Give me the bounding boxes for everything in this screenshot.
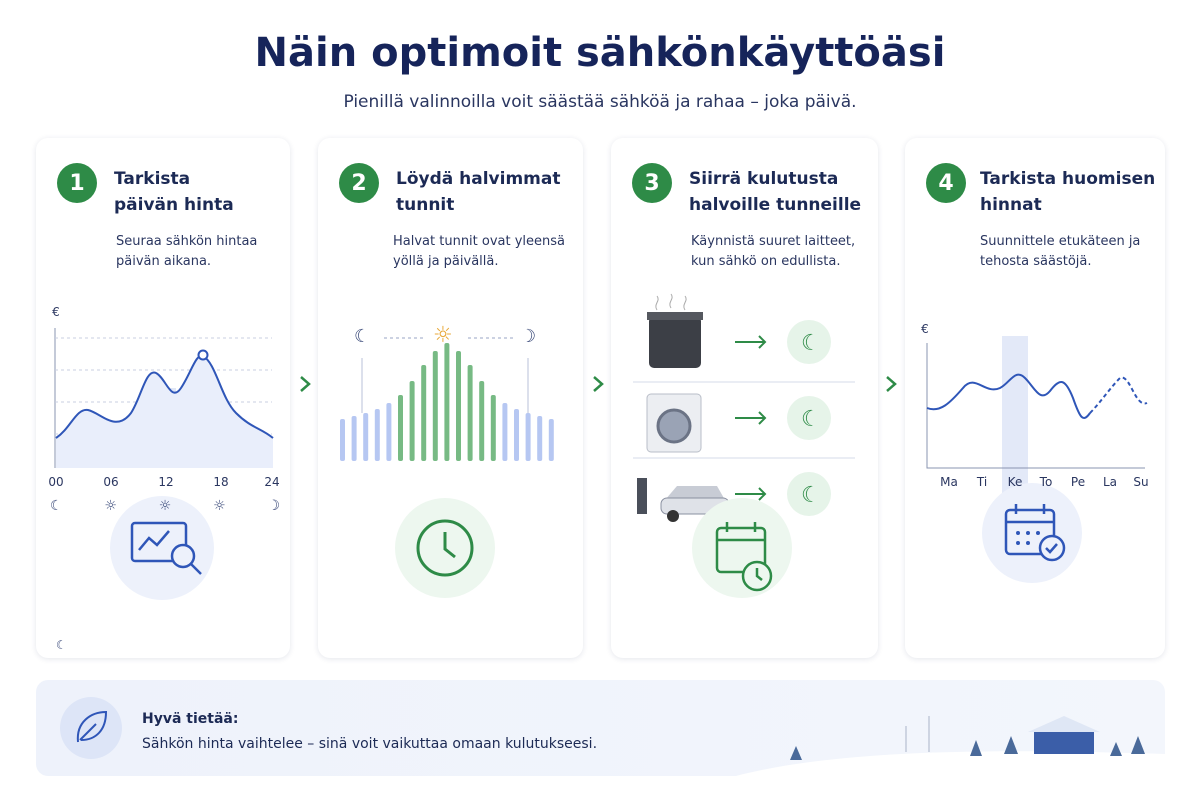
illustration: ☾ bbox=[54, 328, 274, 652]
title-line: Löydä halvimmat bbox=[396, 169, 561, 189]
step-card: 1 Tarkista päivän hinta Seuraa sähkön hin… bbox=[36, 138, 290, 658]
decor-bar bbox=[409, 381, 415, 461]
axis-label: € bbox=[921, 322, 929, 336]
step-description: Halvat tunnit ovat yleensä yöllä ja päivä… bbox=[393, 232, 565, 272]
decor-bar bbox=[340, 419, 345, 461]
svg-text:☾: ☾ bbox=[801, 407, 821, 432]
title-line: Tarkista bbox=[114, 169, 191, 189]
step-description: Suunnittele etukäteen ja tehosta säästöjä… bbox=[980, 232, 1140, 272]
x-tick-label: 00 bbox=[48, 475, 64, 489]
decor-bar bbox=[490, 395, 496, 461]
info-text: Sähkön hinta vaihtelee – sinä voit vaiku… bbox=[142, 736, 598, 752]
step-description: Käynnistä suuret laitteet, kun sähkö on e… bbox=[691, 232, 855, 272]
x-tick-label: Ma bbox=[940, 475, 958, 489]
svg-text:☾: ☾ bbox=[56, 638, 67, 652]
desc-line: yöllä ja päivällä. bbox=[393, 254, 499, 269]
decor-bar bbox=[444, 343, 450, 461]
decor-bar bbox=[421, 365, 427, 461]
step-card: 2 Löydä halvimmat tunnit Halvat tunnit ov… bbox=[318, 138, 583, 658]
svg-text:☾: ☾ bbox=[801, 331, 821, 356]
step-card: 3 Siirrä kulutusta halvoille tunneille Kä… bbox=[611, 138, 878, 658]
decor-bar bbox=[363, 413, 369, 461]
x-tick-label: Ti bbox=[976, 475, 988, 489]
svg-text:☽: ☽ bbox=[520, 326, 536, 347]
x-tick-label: La bbox=[1102, 475, 1118, 489]
desc-line: Seuraa sähkön hintaa bbox=[116, 234, 258, 249]
title-line: tunnit bbox=[396, 195, 455, 215]
svg-text:☾: ☾ bbox=[354, 326, 370, 347]
info-box: Hyvä tietää: Sähkön hinta vaihtelee – si… bbox=[36, 680, 1165, 776]
decor-bar bbox=[537, 416, 543, 461]
title-line: päivän hinta bbox=[114, 195, 234, 215]
decor-bar bbox=[374, 409, 380, 461]
decor-bar bbox=[514, 409, 519, 461]
step-number: 4 bbox=[926, 163, 966, 203]
time-icons: ☾ ☼ ☼ ☼ ☽ bbox=[50, 498, 280, 514]
desc-line: tehosta säästöjä. bbox=[980, 254, 1092, 269]
x-tick-label: Pe bbox=[1070, 475, 1086, 489]
step-description: Seuraa sähkön hintaa päivän aikana. bbox=[116, 232, 257, 272]
x-tick-label: To bbox=[1039, 475, 1053, 489]
step-number: 2 bbox=[339, 163, 379, 203]
x-tick-label: 06 bbox=[103, 475, 119, 489]
desc-line: Halvat tunnit ovat yleensä bbox=[393, 234, 566, 249]
title: Näin optimoit sähkönkäyttöäsi bbox=[254, 30, 946, 76]
x-tick-label: Su bbox=[1133, 475, 1149, 489]
x-tick-label: 24 bbox=[264, 475, 280, 489]
info-decor bbox=[60, 697, 1165, 776]
step-title: Siirrä kulutusta halvoille tunneille bbox=[689, 166, 861, 218]
step-title: Tarkista päivän hinta bbox=[114, 166, 234, 218]
decor-bar bbox=[467, 365, 473, 461]
illustration bbox=[926, 336, 1148, 583]
x-tick-label: 12 bbox=[158, 475, 174, 489]
step-title: Tarkista huomisen hinnat bbox=[980, 166, 1155, 218]
step-number: 1 bbox=[57, 163, 97, 203]
desc-line: Suunnittele etukäteen ja bbox=[980, 234, 1141, 249]
decor-bar bbox=[456, 351, 461, 461]
x-tick-label: Ke bbox=[1007, 475, 1023, 489]
desc-line: päivän aikana. bbox=[116, 254, 212, 269]
step-card: 4 Tarkista huomisen hinnat Suunnittele et… bbox=[905, 138, 1165, 658]
svg-text:☼: ☼ bbox=[433, 323, 453, 348]
title-line: Siirrä kulutusta bbox=[689, 169, 839, 189]
axis-label: € bbox=[52, 305, 60, 319]
subtitle: Pienillä valinnoilla voit säästää sähköä… bbox=[343, 92, 857, 112]
desc-line: kun sähkö on edullista. bbox=[691, 254, 841, 269]
step-title: Löydä halvimmat tunnit bbox=[396, 166, 561, 218]
title-line: hinnat bbox=[980, 195, 1042, 215]
title-line: Tarkista huomisen bbox=[980, 169, 1156, 189]
info-title: Hyvä tietää: bbox=[142, 711, 239, 727]
decor-bar bbox=[432, 351, 438, 461]
decor-bar bbox=[351, 416, 357, 461]
decor-bar bbox=[502, 403, 508, 461]
title-line: halvoille tunneille bbox=[689, 195, 862, 215]
illustration: ☾ ☽ ☼ bbox=[340, 323, 554, 598]
decor-bar bbox=[548, 419, 554, 461]
desc-line: Käynnistä suuret laitteet, bbox=[691, 234, 856, 249]
illustration: ☾ ☾ ☾ bbox=[633, 293, 855, 598]
decor-bar bbox=[398, 395, 403, 461]
decor-bar bbox=[386, 403, 392, 461]
svg-text:☾: ☾ bbox=[801, 483, 821, 508]
decor-bar bbox=[479, 381, 485, 461]
step-number: 3 bbox=[632, 163, 672, 203]
x-tick-label: 18 bbox=[213, 475, 229, 489]
decor-bar bbox=[525, 413, 531, 461]
